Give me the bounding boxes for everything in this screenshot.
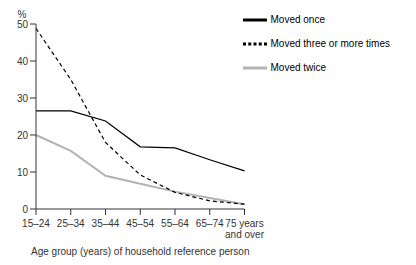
svg-text:40: 40 — [17, 56, 29, 67]
svg-text:55–64: 55–64 — [161, 218, 189, 229]
svg-text:20: 20 — [17, 130, 29, 141]
svg-text:65–74: 65–74 — [196, 218, 224, 229]
svg-text:0: 0 — [22, 204, 28, 215]
svg-text:75 yearsand over: 75 yearsand over — [225, 218, 265, 240]
svg-text:%: % — [18, 9, 27, 20]
svg-text:30: 30 — [17, 93, 29, 104]
svg-text:Age group (years) of household: Age group (years) of household reference… — [31, 246, 249, 257]
svg-text:50: 50 — [17, 19, 29, 30]
svg-text:45–54: 45–54 — [126, 218, 154, 229]
svg-text:25–34: 25–34 — [57, 218, 85, 229]
html-text:Moved once: Moved once — [270, 13, 325, 25]
html-text:Moved twice: Moved twice — [270, 61, 327, 73]
html-text:Moved three or more times: Moved three or more times — [270, 37, 390, 49]
svg-text:15–24: 15–24 — [22, 218, 50, 229]
svg-text:10: 10 — [17, 167, 29, 178]
svg-text:35–44: 35–44 — [92, 218, 120, 229]
